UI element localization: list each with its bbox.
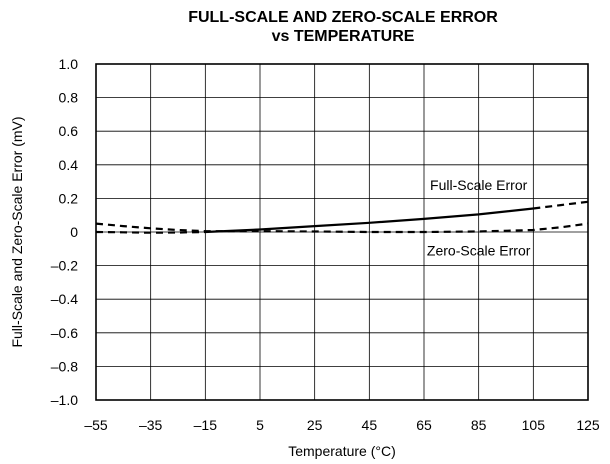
chart-title-line1: FULL-SCALE AND ZERO-SCALE ERROR (188, 9, 498, 26)
series-lines (95, 200, 589, 234)
series-line-full-scale-error (533, 200, 589, 210)
y-tick-label: 0 (70, 224, 78, 240)
x-tick-label: 65 (416, 417, 432, 433)
x-tick-label: 85 (471, 417, 487, 433)
series-line-zero-scale-error (95, 222, 589, 234)
plot-frame (95, 63, 589, 401)
x-tick-label: 25 (307, 417, 323, 433)
y-tick-label: –0.4 (51, 291, 78, 307)
y-tick-label: 1.0 (59, 56, 79, 72)
y-tick-label: 0.6 (59, 123, 79, 139)
x-axis-label: Temperature (°C) (288, 443, 396, 459)
annotation-label: Zero-Scale Error (427, 242, 531, 258)
series-line-full-scale-error (205, 207, 534, 234)
x-tick-label: 125 (576, 417, 600, 433)
annotations: Full-Scale Error Zero-Scale Error (427, 177, 531, 259)
x-tick-label: 105 (522, 417, 546, 433)
y-tick-label: 0.2 (59, 190, 79, 206)
x-tick-label: –15 (194, 417, 218, 433)
y-tick-labels: 1.0 0.8 0.6 0.4 0.2 0 –0.2 –0.4 –0.6 –0.8 –1.0 (51, 56, 78, 408)
y-axis-label: Full-Scale and Zero-Scale Error (mV) (9, 116, 25, 347)
series-line-full-scale-error (95, 230, 206, 234)
annotation-label: Full-Scale Error (430, 177, 528, 193)
x-tick-label: 5 (256, 417, 264, 433)
x-tick-label: –35 (139, 417, 163, 433)
y-tick-label: –0.8 (51, 358, 78, 374)
x-tick-label: 45 (362, 417, 378, 433)
y-tick-label: –0.6 (51, 325, 78, 341)
x-tick-label: –55 (84, 417, 108, 433)
y-tick-label: 0.4 (59, 157, 79, 173)
y-tick-label: 0.8 (59, 90, 79, 106)
y-tick-label: –1.0 (51, 392, 78, 408)
y-tick-label: –0.2 (51, 258, 78, 274)
chart-title-line2: vs TEMPERATURE (272, 28, 415, 45)
x-tick-labels: –55 –35 –15 5 25 45 65 85 105 125 (84, 417, 600, 433)
